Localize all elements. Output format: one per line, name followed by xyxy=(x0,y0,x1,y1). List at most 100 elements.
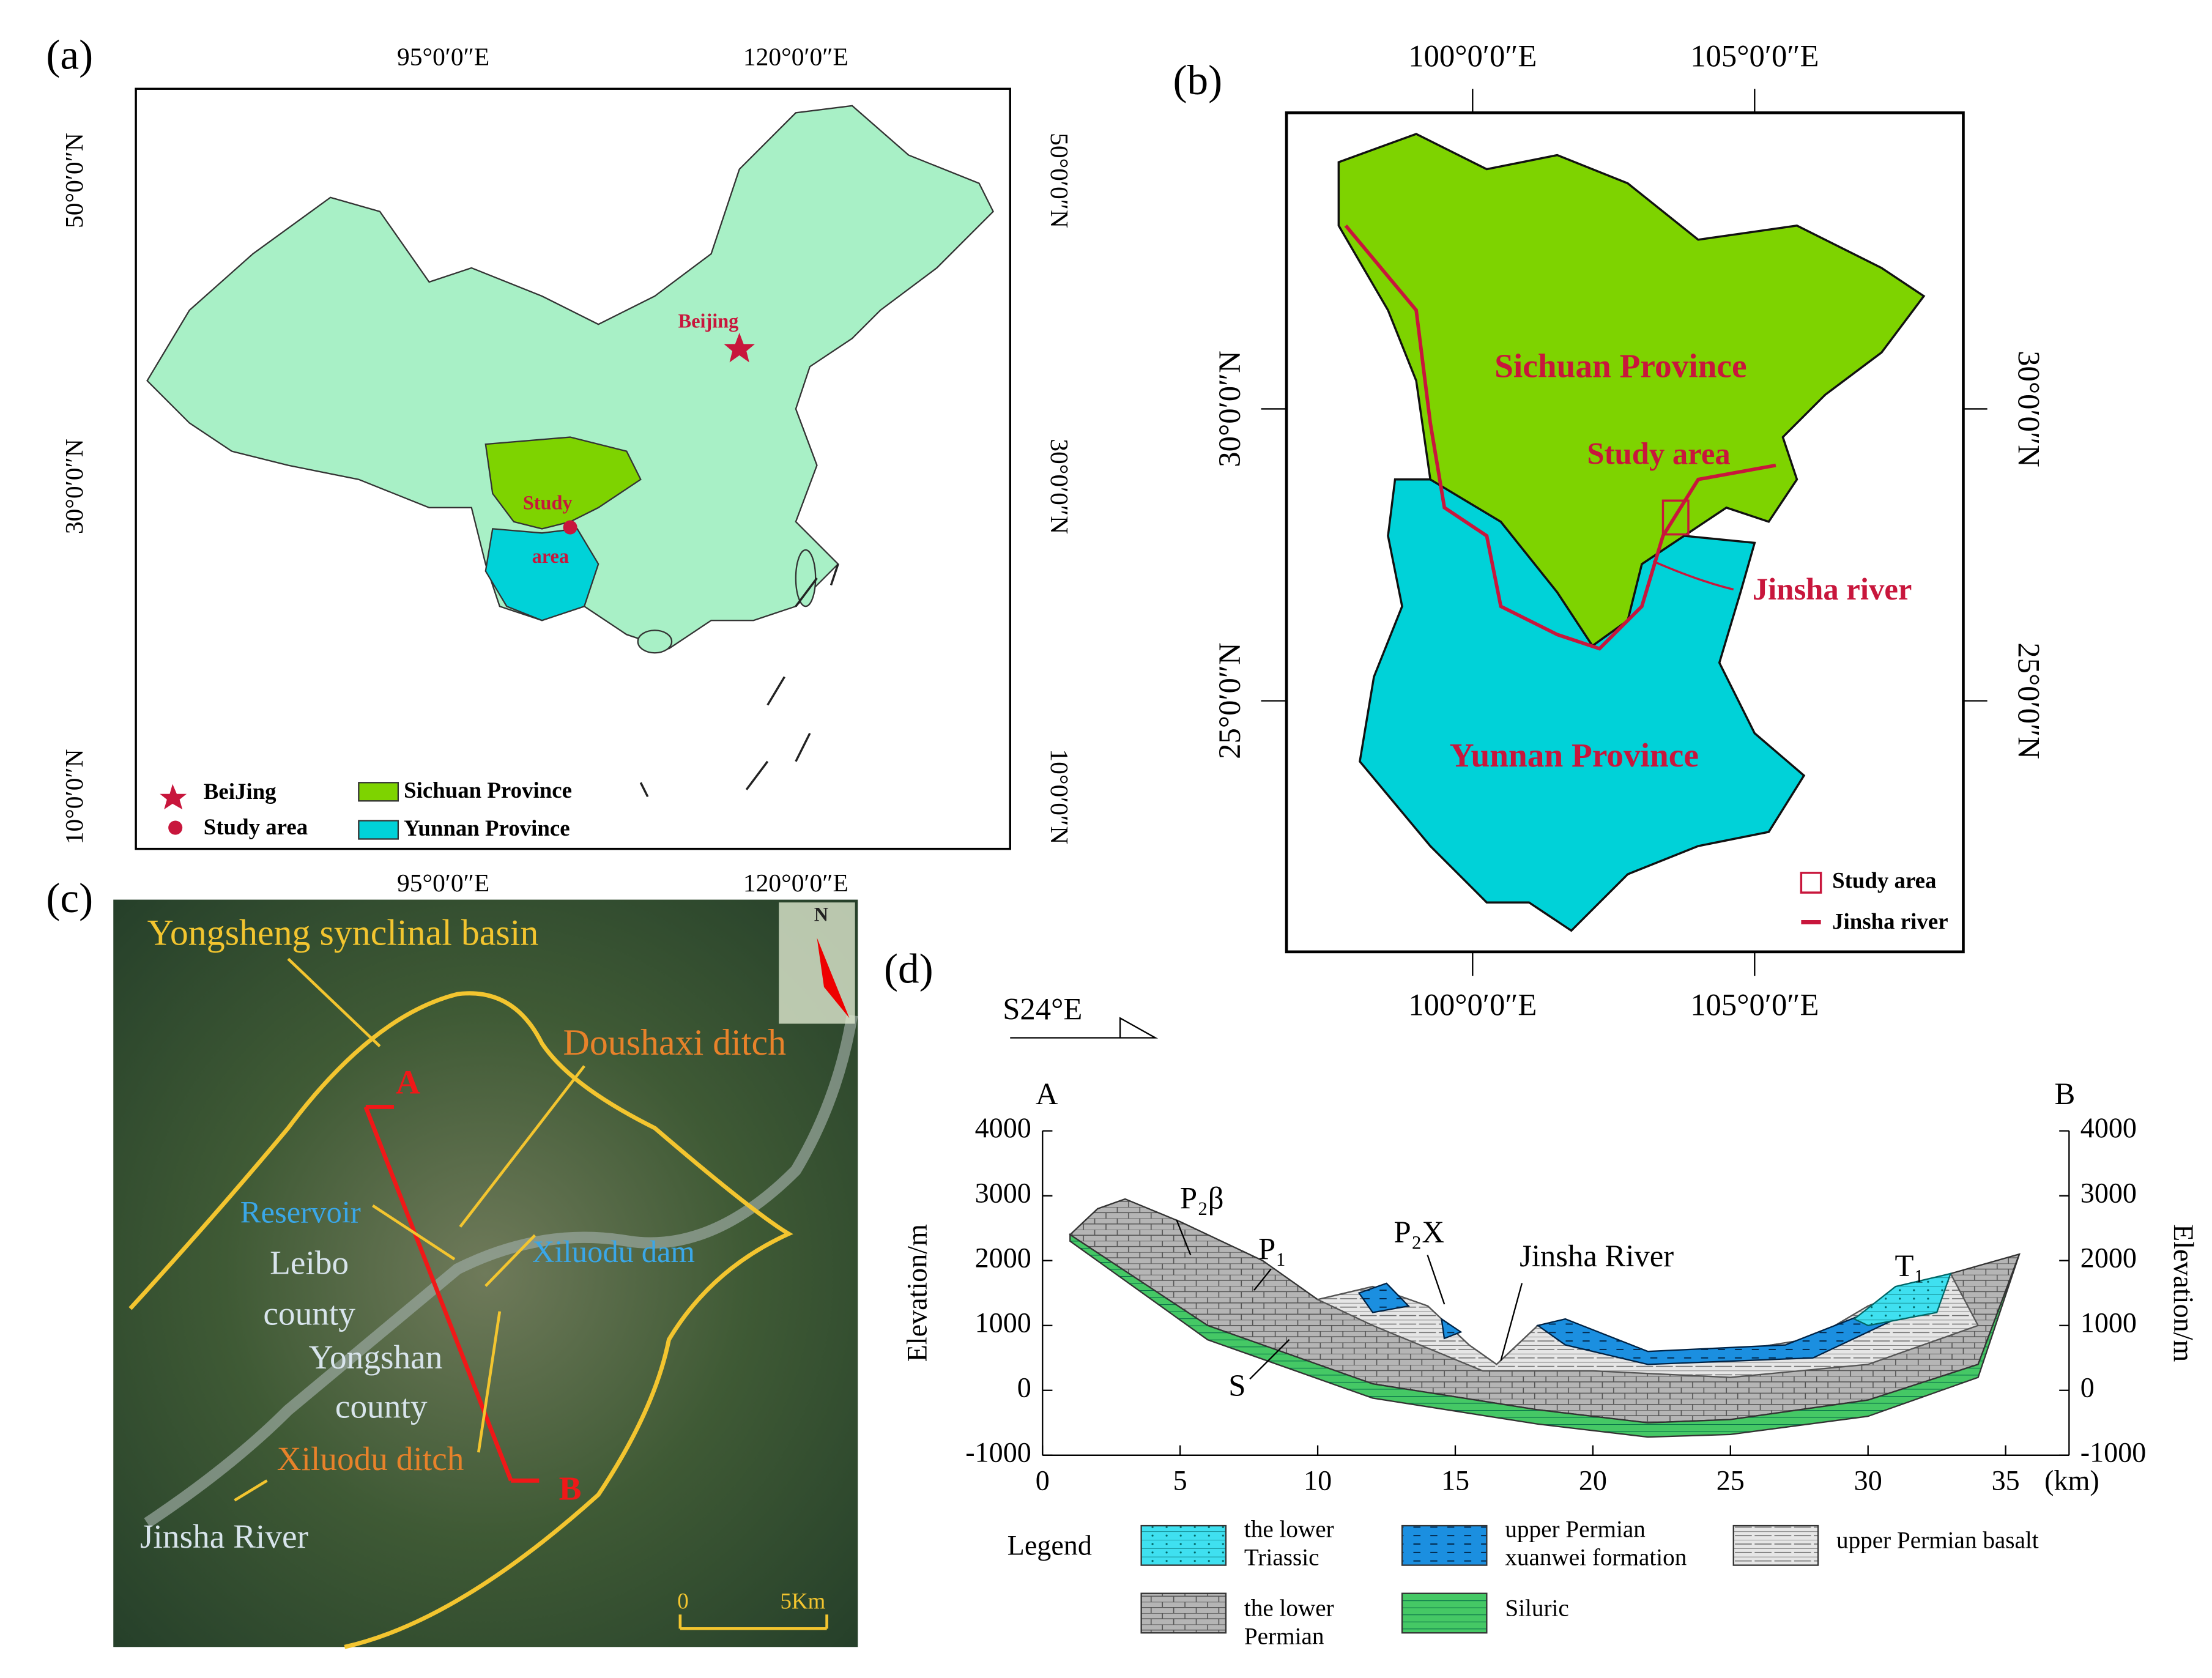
study-box xyxy=(1661,499,1690,536)
label: P₂β xyxy=(1180,1181,1224,1216)
label: Siluric xyxy=(1505,1595,1568,1621)
label: Doushaxi ditch xyxy=(563,1022,787,1063)
study-dot xyxy=(563,520,577,535)
yunnan xyxy=(484,528,599,622)
y-tick-label: -1000 xyxy=(2080,1436,2147,1468)
label: 50°0′0″N xyxy=(60,133,88,228)
label: (c) xyxy=(46,874,93,921)
y-tick-label: 3000 xyxy=(2080,1177,2137,1208)
y-tick-label: 1000 xyxy=(2080,1307,2137,1338)
label: area xyxy=(532,545,569,567)
y-tick-label: -1000 xyxy=(965,1436,1031,1468)
label: 30°0′0″N xyxy=(2011,351,2046,467)
label: 120°0′0″E xyxy=(743,869,848,897)
pointer xyxy=(1652,560,1734,591)
label: B xyxy=(2055,1077,2076,1111)
beijing-star xyxy=(724,332,755,363)
label: A xyxy=(396,1064,420,1101)
x-tick-label: 25 xyxy=(1717,1465,1745,1496)
pointer xyxy=(234,957,585,1502)
xuanwei-patch xyxy=(1357,1282,1410,1313)
label: the lower xyxy=(1244,1516,1334,1542)
direction-arrow xyxy=(1010,1017,1159,1039)
taiwan xyxy=(795,549,817,607)
label: Triassic xyxy=(1244,1544,1319,1570)
x-tick-label: 35 xyxy=(1992,1465,2020,1496)
label: A xyxy=(1036,1077,1058,1111)
label: 30°0′0″N xyxy=(60,439,88,534)
sichuan xyxy=(484,436,642,530)
label: Yunnan Province xyxy=(404,815,570,841)
legend-swatch xyxy=(1140,1592,1227,1634)
y-tick-label: 2000 xyxy=(2080,1242,2137,1273)
label: 30°0′0″N xyxy=(1045,439,1074,534)
basin-outline xyxy=(128,991,793,1649)
scale-bar xyxy=(678,1614,828,1630)
legend-swatch xyxy=(358,820,399,840)
label: 105°0′0″E xyxy=(1690,988,1819,1022)
label: P₂X xyxy=(1394,1215,1444,1249)
tick-mark xyxy=(1261,89,1987,976)
triassic-patch xyxy=(1853,1272,1952,1326)
label: upper Permian xyxy=(1505,1516,1646,1542)
label: Jinsha River xyxy=(1520,1239,1674,1273)
label: 95°0′0″E xyxy=(397,42,489,70)
label: Study area xyxy=(1587,436,1730,470)
legend-dot xyxy=(168,820,183,835)
label: Jinsha river xyxy=(1832,908,1948,934)
label: (b) xyxy=(1173,56,1223,103)
label: Sichuan Province xyxy=(404,778,572,803)
label: Xiluodu ditch xyxy=(277,1440,464,1477)
label: 10°0′0″N xyxy=(60,749,88,844)
label: S xyxy=(1228,1368,1245,1403)
label: BeiJing xyxy=(204,779,276,804)
label: Beijing xyxy=(678,310,739,332)
hainan xyxy=(637,629,673,654)
panel-a: (a) 95°0′0″E 95°0′0″E 120°0′0″E 120°0′0″E 50°… xyxy=(46,31,1073,897)
jinsha-river xyxy=(1344,224,1776,651)
panel-b: (b) 100°0′0″E 100°0′0″E 105°0′0″E 105°0′0″E 3… xyxy=(1173,39,2046,1022)
leader xyxy=(1176,1219,1523,1380)
legend-star xyxy=(160,784,187,810)
label: T₁ xyxy=(1895,1249,1925,1283)
label: 10°0′0″N xyxy=(1045,749,1074,844)
label: 100°0′0″E xyxy=(1408,988,1537,1022)
legend-swatch xyxy=(1401,1592,1488,1634)
label: Sichuan Province xyxy=(1494,347,1746,385)
label: county xyxy=(263,1295,355,1332)
label: (km) xyxy=(2044,1465,2099,1496)
xuanwei-patch xyxy=(1440,1317,1463,1340)
y-tick-label: 3000 xyxy=(975,1177,1031,1208)
river xyxy=(144,1014,858,1528)
label: Jinsha River xyxy=(140,1518,308,1555)
label: 95°0′0″E xyxy=(397,869,489,897)
china-outline xyxy=(146,105,994,650)
label: 5Km xyxy=(781,1588,826,1613)
x-tick-label: 30 xyxy=(1854,1465,1882,1496)
label: 30°0′0″N xyxy=(1212,351,1247,467)
legend-swatch xyxy=(1140,1524,1227,1566)
label: Elevation/m xyxy=(901,1224,932,1362)
legend-swatch xyxy=(358,782,399,802)
x-tick-label: 0 xyxy=(1036,1465,1050,1496)
label: (d) xyxy=(884,945,933,992)
legend-swatch xyxy=(1401,1524,1488,1566)
label: the lower xyxy=(1244,1595,1334,1621)
y-tick-label: 0 xyxy=(2080,1372,2095,1403)
section-line xyxy=(363,1106,513,1482)
label: Yunnan Province xyxy=(1450,737,1699,774)
y-tick-label: 4000 xyxy=(2080,1112,2137,1143)
label: upper Permian basalt xyxy=(1836,1528,2039,1554)
y-tick-label: 2000 xyxy=(975,1242,1031,1273)
label: 0 xyxy=(677,1588,688,1613)
legend-swatch xyxy=(1800,872,1822,894)
label: B xyxy=(559,1469,582,1507)
panel-c: (c) Yongsheng synclinal basin Doushaxi dit… xyxy=(46,874,858,1649)
label: N xyxy=(814,904,828,926)
dash-line xyxy=(639,563,839,798)
label: Permian xyxy=(1244,1623,1324,1649)
label: Elevation/m xyxy=(2168,1224,2199,1362)
x-tick-label: 15 xyxy=(1441,1465,1469,1496)
label: county xyxy=(335,1388,428,1425)
